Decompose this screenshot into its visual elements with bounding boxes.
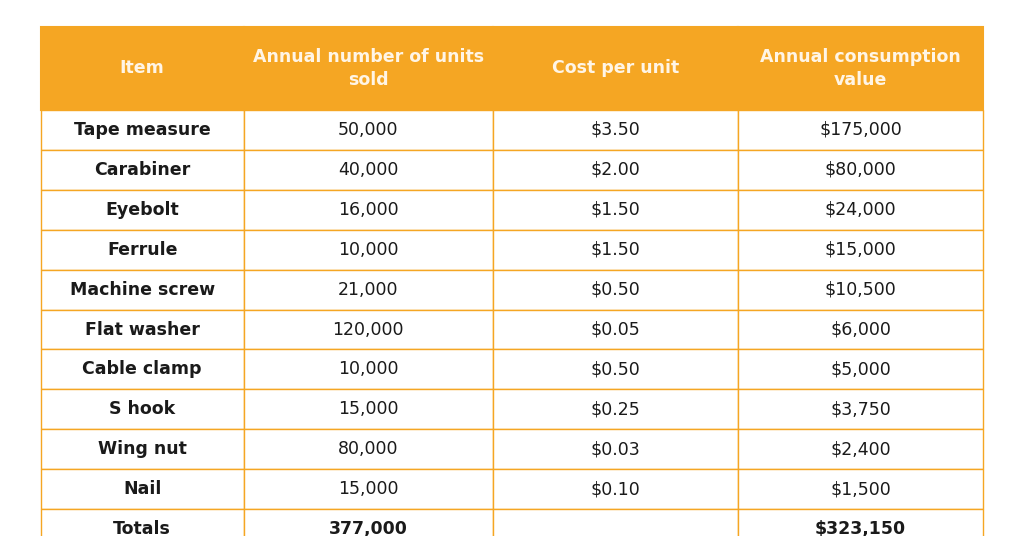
- Bar: [41, 389, 244, 429]
- Bar: [738, 429, 983, 470]
- Bar: [244, 509, 494, 536]
- Bar: [494, 509, 738, 536]
- Text: Cable clamp: Cable clamp: [83, 360, 202, 378]
- Bar: [494, 429, 738, 470]
- Bar: [494, 470, 738, 509]
- Text: $2.00: $2.00: [591, 161, 640, 179]
- Bar: [738, 27, 983, 110]
- Bar: [244, 470, 494, 509]
- Bar: [494, 389, 738, 429]
- Bar: [738, 230, 983, 270]
- Bar: [244, 27, 494, 110]
- Text: Item: Item: [120, 59, 165, 77]
- Text: $0.25: $0.25: [591, 400, 640, 419]
- Bar: [41, 190, 244, 230]
- Bar: [738, 389, 983, 429]
- Bar: [738, 270, 983, 310]
- Bar: [41, 349, 244, 389]
- Text: 50,000: 50,000: [338, 121, 398, 139]
- Bar: [41, 150, 244, 190]
- Bar: [244, 429, 494, 470]
- Text: $2,400: $2,400: [830, 440, 891, 458]
- Text: $1.50: $1.50: [591, 200, 640, 219]
- Bar: [738, 310, 983, 349]
- Text: $24,000: $24,000: [824, 200, 896, 219]
- Text: 120,000: 120,000: [333, 321, 404, 339]
- Text: 377,000: 377,000: [329, 520, 408, 536]
- Text: Ferrule: Ferrule: [106, 241, 177, 259]
- Bar: [244, 349, 494, 389]
- Bar: [494, 190, 738, 230]
- Bar: [738, 509, 983, 536]
- Bar: [244, 270, 494, 310]
- Text: 10,000: 10,000: [338, 360, 398, 378]
- Text: Annual consumption
value: Annual consumption value: [760, 48, 961, 89]
- Bar: [494, 270, 738, 310]
- Text: S hook: S hook: [110, 400, 175, 419]
- Bar: [244, 110, 494, 150]
- Text: 15,000: 15,000: [338, 400, 398, 419]
- Bar: [41, 110, 244, 150]
- Text: $0.50: $0.50: [591, 280, 640, 299]
- Text: Tape measure: Tape measure: [74, 121, 211, 139]
- Text: $0.05: $0.05: [591, 321, 640, 339]
- Text: 16,000: 16,000: [338, 200, 398, 219]
- Text: $3.50: $3.50: [591, 121, 640, 139]
- Bar: [244, 389, 494, 429]
- Text: $10,500: $10,500: [824, 280, 896, 299]
- Text: 80,000: 80,000: [338, 440, 398, 458]
- Bar: [494, 349, 738, 389]
- Bar: [738, 349, 983, 389]
- Bar: [244, 310, 494, 349]
- Text: Carabiner: Carabiner: [94, 161, 190, 179]
- Text: 40,000: 40,000: [338, 161, 398, 179]
- Bar: [41, 470, 244, 509]
- Bar: [494, 310, 738, 349]
- Bar: [738, 150, 983, 190]
- Text: 15,000: 15,000: [338, 480, 398, 498]
- Bar: [494, 27, 738, 110]
- Text: $5,000: $5,000: [830, 360, 891, 378]
- Text: Wing nut: Wing nut: [98, 440, 186, 458]
- Text: Nail: Nail: [123, 480, 162, 498]
- Bar: [738, 110, 983, 150]
- Text: Eyebolt: Eyebolt: [105, 200, 179, 219]
- Bar: [41, 27, 244, 110]
- Text: $1,500: $1,500: [830, 480, 891, 498]
- Bar: [244, 230, 494, 270]
- Text: $323,150: $323,150: [815, 520, 906, 536]
- Text: Cost per unit: Cost per unit: [552, 59, 679, 77]
- Text: $1.50: $1.50: [591, 241, 640, 259]
- Text: Annual number of units
sold: Annual number of units sold: [253, 48, 484, 89]
- Text: $80,000: $80,000: [824, 161, 896, 179]
- Text: $0.03: $0.03: [591, 440, 640, 458]
- Text: $6,000: $6,000: [830, 321, 891, 339]
- Text: Totals: Totals: [114, 520, 171, 536]
- Bar: [738, 190, 983, 230]
- Bar: [494, 230, 738, 270]
- Text: Machine screw: Machine screw: [70, 280, 215, 299]
- Text: 21,000: 21,000: [338, 280, 398, 299]
- Bar: [41, 230, 244, 270]
- Bar: [494, 150, 738, 190]
- Bar: [41, 429, 244, 470]
- Text: Flat washer: Flat washer: [85, 321, 200, 339]
- Text: 10,000: 10,000: [338, 241, 398, 259]
- Bar: [244, 190, 494, 230]
- Bar: [738, 470, 983, 509]
- Text: $3,750: $3,750: [830, 400, 891, 419]
- Text: $175,000: $175,000: [819, 121, 902, 139]
- Bar: [41, 270, 244, 310]
- Text: $0.10: $0.10: [591, 480, 640, 498]
- Bar: [244, 150, 494, 190]
- Bar: [41, 310, 244, 349]
- Bar: [494, 110, 738, 150]
- Text: $0.50: $0.50: [591, 360, 640, 378]
- Text: $15,000: $15,000: [824, 241, 896, 259]
- Bar: [41, 509, 244, 536]
